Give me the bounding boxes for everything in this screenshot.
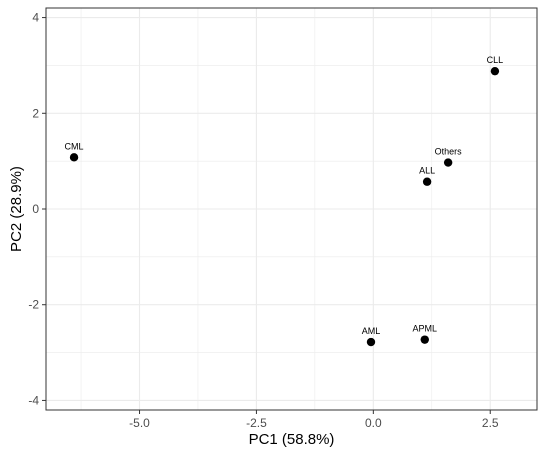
data-point — [443, 158, 453, 167]
data-point-label: AML — [362, 326, 381, 336]
y-tick-label: -4 — [28, 393, 39, 407]
data-point-label: APML — [413, 324, 438, 334]
data-point — [420, 335, 429, 344]
x-tick-label: 0.0 — [365, 416, 382, 430]
data-point-label: CML — [65, 141, 84, 151]
data-point — [69, 153, 79, 162]
data-point-label: ALL — [419, 166, 435, 176]
x-tick-label: -2.5 — [246, 416, 267, 430]
plot-panel-border — [45, 7, 538, 411]
data-point — [366, 337, 376, 347]
y-axis-title: PC2 (28.9%) — [8, 166, 25, 252]
data-point — [490, 66, 500, 76]
y-tick-label: -2 — [28, 298, 39, 312]
y-tick-label: 4 — [32, 11, 39, 25]
y-axis-ticks: -4 -2 0 2 4 — [28, 11, 46, 407]
x-tick-label: -5.0 — [129, 416, 150, 430]
data-point-label: Others — [435, 147, 463, 157]
data-point-label: CLL — [487, 55, 504, 65]
y-tick-label: 2 — [32, 106, 39, 120]
grid-lines — [46, 8, 537, 410]
x-axis-ticks: -5.0 -2.5 0.0 2.5 — [129, 410, 499, 430]
x-tick-label: 2.5 — [482, 416, 499, 430]
y-tick-label: 0 — [32, 202, 39, 216]
x-axis-title: PC1 (58.8%) — [249, 431, 335, 448]
data-point — [422, 177, 432, 186]
